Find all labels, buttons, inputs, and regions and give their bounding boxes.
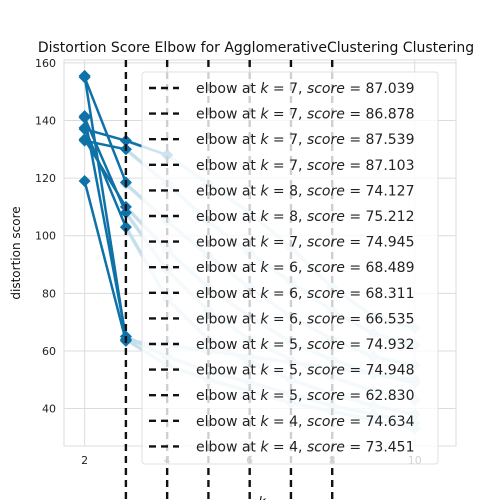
y-tick-label: 80 xyxy=(42,287,56,300)
plot-area: 246810406080100120140160elbow at k = 7, … xyxy=(35,57,457,500)
legend-label: elbow at k = 7, score = 87.103 xyxy=(196,158,415,174)
series-point xyxy=(78,133,91,146)
y-axis-label: distortion score xyxy=(9,206,23,299)
series-point xyxy=(119,221,132,234)
legend-label: elbow at k = 5, score = 62.830 xyxy=(196,388,415,404)
legend-label: elbow at k = 8, score = 74.127 xyxy=(196,183,415,199)
y-tick-label: 140 xyxy=(35,114,56,127)
series-line xyxy=(83,76,128,183)
y-tick-label: 120 xyxy=(35,172,56,185)
series-point xyxy=(78,174,91,187)
legend-label: elbow at k = 6, score = 68.489 xyxy=(196,260,415,276)
series-line xyxy=(83,127,128,228)
y-tick-label: 60 xyxy=(42,345,56,358)
legend-label: elbow at k = 5, score = 74.932 xyxy=(196,337,415,353)
legend-label: elbow at k = 7, score = 87.039 xyxy=(196,81,415,97)
legend-box xyxy=(141,71,439,465)
series-point xyxy=(78,121,91,134)
legend-label: elbow at k = 7, score = 86.878 xyxy=(196,107,415,123)
chart-title: Distortion Score Elbow for Agglomerative… xyxy=(38,40,474,56)
y-tick-label: 40 xyxy=(42,403,56,416)
x-tick-label: 2 xyxy=(81,454,88,467)
x-axis-label-fragment: k xyxy=(258,495,266,500)
series-line xyxy=(83,180,128,342)
series-line xyxy=(83,138,127,208)
series-point xyxy=(78,111,91,124)
y-tick-label: 160 xyxy=(35,57,56,70)
legend-label: elbow at k = 4, score = 73.451 xyxy=(196,439,415,455)
legend-label: elbow at k = 6, score = 68.311 xyxy=(196,286,415,302)
series-point xyxy=(119,134,132,147)
y-tick-label: 100 xyxy=(35,230,56,243)
legend-label: elbow at k = 4, score = 74.634 xyxy=(196,414,415,430)
series-point xyxy=(78,71,91,84)
legend-label: elbow at k = 7, score = 74.945 xyxy=(196,235,415,251)
legend-label: elbow at k = 5, score = 74.948 xyxy=(196,363,415,379)
legend-label: elbow at k = 6, score = 66.535 xyxy=(196,311,415,327)
legend-label: elbow at k = 8, score = 75.212 xyxy=(196,209,415,225)
legend-label: elbow at k = 7, score = 87.539 xyxy=(196,132,415,148)
series-line xyxy=(83,115,128,337)
